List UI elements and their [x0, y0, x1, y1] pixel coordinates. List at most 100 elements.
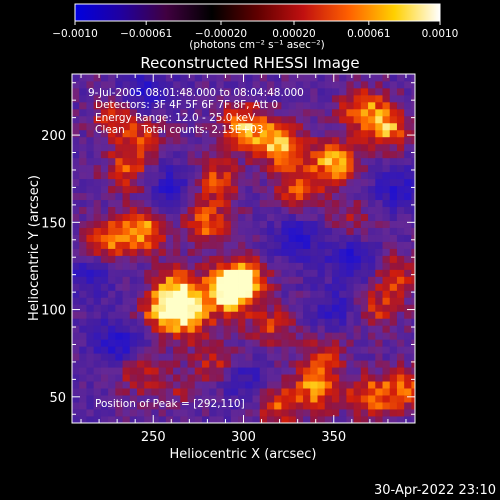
heatmap-pixel [310, 206, 318, 214]
heatmap-pixel [72, 122, 80, 131]
heatmap-pixel [223, 262, 232, 270]
heatmap-pixel [317, 122, 326, 131]
heatmap-pixel [72, 353, 80, 361]
colorbar-tick-label: 0.0010 [422, 28, 459, 40]
heatmap-pixel [180, 220, 188, 228]
heatmap-pixel [72, 381, 80, 389]
heatmap-pixel [404, 129, 412, 138]
heatmap-pixel [382, 143, 391, 152]
heatmap-pixel [375, 346, 383, 354]
heatmap-pixel [252, 129, 261, 138]
heatmap-pixel [339, 178, 347, 187]
heatmap-pixel [136, 325, 145, 333]
heatmap-pixel [72, 241, 80, 249]
heatmap-pixel [317, 115, 326, 124]
heatmap-pixel [173, 381, 181, 389]
heatmap-pixel [209, 74, 217, 82]
heatmap-pixel [194, 213, 203, 221]
heatmap-pixel [209, 115, 217, 124]
heatmap-pixel [303, 276, 311, 284]
heatmap-pixel [245, 143, 253, 152]
heatmap-pixel [238, 234, 246, 242]
heatmap-pixel [136, 248, 145, 256]
heatmap-pixel [216, 213, 225, 221]
heatmap-pixel [360, 178, 369, 187]
heatmap-pixel [238, 255, 246, 263]
heatmap-pixel [100, 332, 109, 340]
heatmap-pixel [281, 409, 290, 417]
heatmap-pixel [144, 290, 152, 298]
heatmap-pixel [122, 388, 131, 396]
heatmap-pixel [404, 87, 412, 96]
heatmap-pixel [281, 353, 290, 361]
heatmap-pixel [129, 185, 138, 194]
heatmap-pixel [108, 136, 116, 145]
heatmap-pixel [201, 171, 210, 180]
heatmap-pixel [165, 409, 174, 417]
heatmap-pixel [368, 108, 376, 117]
heatmap-pixel [389, 171, 398, 180]
heatmap-pixel [288, 395, 297, 403]
heatmap-pixel [151, 241, 160, 249]
heatmap-pixel [281, 87, 290, 96]
heatmap-pixel [331, 234, 340, 242]
heatmap-pixel [331, 374, 340, 382]
heatmap-pixel [266, 297, 275, 305]
heatmap-pixel [317, 220, 326, 228]
heatmap-pixel [100, 248, 109, 256]
heatmap-pixel [180, 318, 188, 326]
heatmap-pixel [375, 353, 383, 361]
heatmap-pixel [360, 416, 369, 423]
heatmap-pixel [375, 108, 383, 117]
heatmap-pixel [360, 409, 369, 417]
heatmap-pixel [360, 332, 369, 340]
heatmap-pixel [158, 122, 167, 131]
heatmap-pixel [317, 248, 326, 256]
heatmap-pixel [353, 80, 362, 89]
heatmap-pixel [100, 262, 109, 270]
heatmap-pixel [310, 136, 318, 145]
heatmap-pixel [187, 269, 196, 277]
heatmap-pixel [252, 381, 261, 389]
heatmap-pixel [382, 206, 391, 214]
heatmap-pixel [165, 192, 174, 201]
heatmap-pixel [404, 115, 412, 124]
heatmap-pixel [353, 255, 362, 263]
heatmap-pixel [129, 213, 138, 221]
heatmap-pixel [375, 80, 383, 89]
heatmap-pixel [252, 388, 261, 396]
heatmap-pixel [360, 234, 369, 242]
heatmap-pixel [295, 157, 304, 166]
heatmap-pixel [274, 115, 282, 124]
heatmap-pixel [317, 192, 326, 201]
heatmap-pixel [331, 199, 340, 208]
heatmap-pixel [165, 101, 174, 110]
heatmap-pixel [165, 311, 174, 319]
heatmap-pixel [382, 80, 391, 89]
heatmap-pixel [259, 360, 268, 368]
heatmap-pixel [245, 178, 253, 187]
heatmap-pixel [389, 269, 398, 277]
heatmap-pixel [158, 353, 167, 361]
heatmap-pixel [86, 367, 95, 375]
heatmap-pixel [93, 311, 102, 319]
heatmap-pixel [158, 164, 167, 173]
heatmap-pixel [173, 402, 181, 410]
heatmap-pixel [331, 409, 340, 417]
heatmap-pixel [144, 157, 152, 166]
heatmap-pixel [353, 409, 362, 417]
heatmap-pixel [245, 129, 253, 138]
heatmap-pixel [86, 409, 95, 417]
heatmap-pixel [317, 332, 326, 340]
heatmap-pixel [396, 262, 405, 270]
heatmap-pixel [346, 409, 355, 417]
heatmap-pixel [295, 416, 304, 423]
heatmap-pixel [93, 262, 102, 270]
heatmap-pixel [216, 220, 225, 228]
heatmap-pixel [368, 115, 376, 124]
heatmap-pixel [129, 206, 138, 214]
heatmap-pixel [295, 94, 304, 103]
heatmap-pixel [368, 150, 376, 159]
heatmap-pixel [223, 171, 232, 180]
heatmap-pixel [266, 346, 275, 354]
